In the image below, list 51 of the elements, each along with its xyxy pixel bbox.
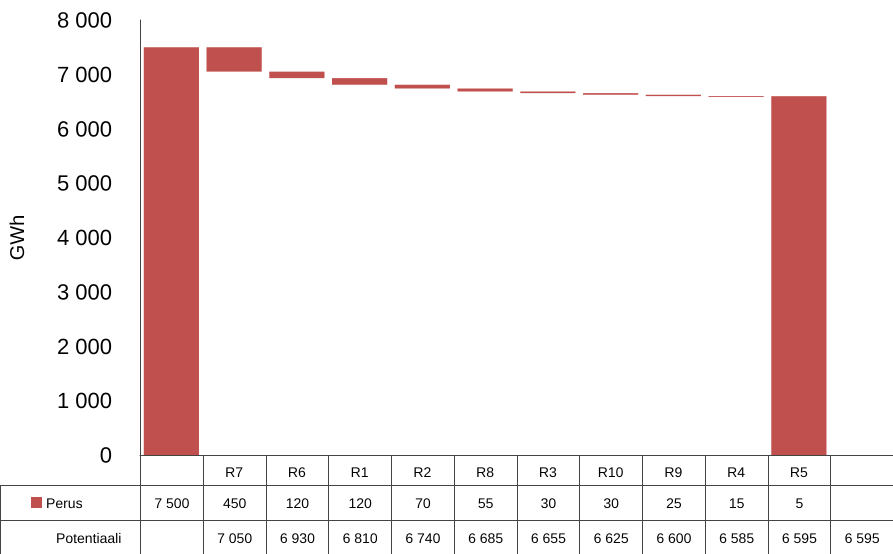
y-tick-label: 5 000 <box>56 170 112 196</box>
y-tick-label: 8 000 <box>56 8 112 32</box>
text: 6 685 <box>468 530 504 546</box>
data-label: 25 <box>666 495 682 511</box>
x-tick-label: R1 <box>350 464 369 480</box>
text: 6 585 <box>719 530 754 546</box>
text: 6 930 <box>280 530 315 546</box>
bar <box>332 78 388 85</box>
bar <box>771 96 826 455</box>
x-tick-label: R3 <box>538 464 558 480</box>
bar <box>269 72 324 78</box>
data-label: 120 <box>348 495 372 511</box>
text: 6 625 <box>594 530 629 546</box>
x-tick-label: R10 <box>598 464 624 480</box>
y-tick-label: 3 000 <box>56 279 112 304</box>
data-label: 30 <box>540 495 556 511</box>
y-tick-label: 6 000 <box>56 116 112 142</box>
bar <box>394 84 450 89</box>
data-label: 30 <box>603 495 619 511</box>
bar <box>144 47 199 455</box>
data-label: 55 <box>478 495 494 511</box>
text: 7 050 <box>217 530 252 546</box>
y-tick-label: 7 000 <box>56 62 112 87</box>
data-label: 120 <box>286 495 310 511</box>
bar <box>206 47 262 72</box>
x-tick-label: R6 <box>288 464 306 480</box>
text: Potentiaali <box>56 530 122 546</box>
data-label: 5 <box>795 495 804 511</box>
x-tick-label: R9 <box>664 464 683 480</box>
bar <box>458 88 513 92</box>
data-label: 15 <box>728 495 744 511</box>
x-tick-label: R5 <box>790 464 808 480</box>
y-tick-label: 2 000 <box>56 334 112 359</box>
data-label: 7 500 <box>154 495 190 511</box>
x-tick-label: R2 <box>413 464 432 480</box>
text: 6 600 <box>656 530 692 546</box>
y-axis-title: GWh <box>7 214 29 260</box>
y-tick-label: 1 000 <box>56 388 112 414</box>
x-tick-label: R7 <box>225 464 244 480</box>
x-tick-label: R8 <box>476 464 494 480</box>
x-tick-label: R4 <box>727 464 746 480</box>
data-label: 70 <box>415 495 431 511</box>
y-tick-label: 4 000 <box>56 225 112 250</box>
y-tick-label: 0 <box>100 442 112 468</box>
text: 6 595 <box>844 530 880 546</box>
text: 6 595 <box>782 530 817 546</box>
text: 6 655 <box>530 530 566 546</box>
legend-label: Perus <box>45 495 83 511</box>
data-label: 450 <box>222 495 246 511</box>
text: 6 810 <box>342 530 378 546</box>
text: 6 740 <box>405 530 440 546</box>
